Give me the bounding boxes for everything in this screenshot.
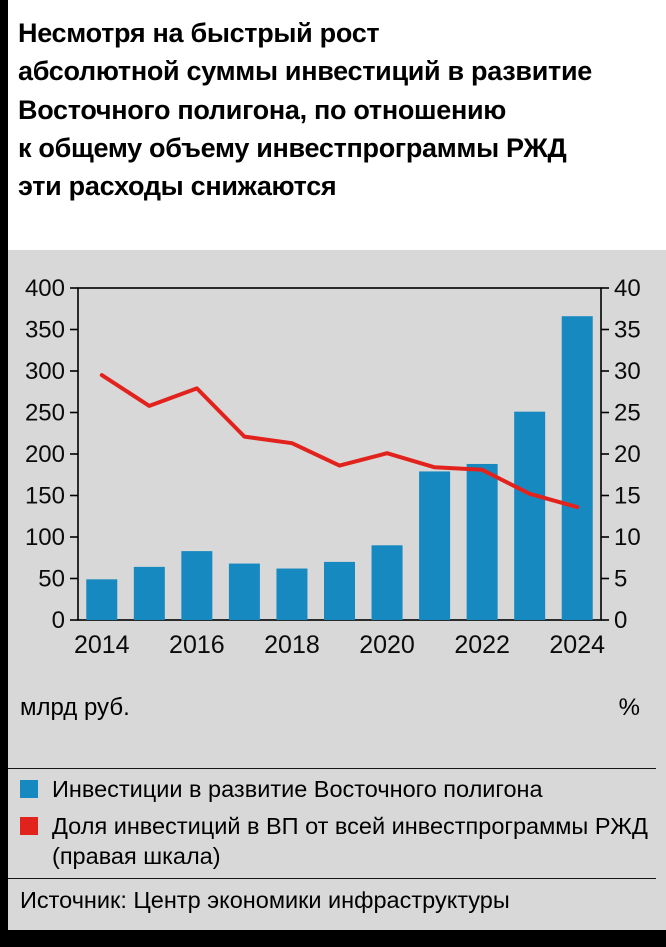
- right-axis-tick-label: 25: [614, 399, 641, 426]
- right-axis-tick-label: 5: [614, 565, 627, 592]
- right-axis-tick-label: 10: [614, 524, 641, 551]
- chart-title: Несмотря на быстрый рост абсолютной сумм…: [18, 18, 592, 202]
- legend: Инвестиции в развитие Восточного полигон…: [8, 769, 666, 879]
- right-axis-tick-label: 0: [614, 607, 627, 634]
- bar-2024: [561, 315, 593, 620]
- x-axis-label-2020: 2020: [359, 631, 415, 659]
- legend-label-share: Доля инвестиций в ВП от всей инвестпрогр…: [52, 813, 648, 870]
- bar-2017: [228, 563, 260, 620]
- bar-2021: [419, 471, 451, 620]
- left-axis-tick-label: 100: [25, 524, 65, 551]
- source-divider: [8, 878, 656, 880]
- share-line: [99, 372, 580, 509]
- headline-block: Несмотря на быстрый рост абсолютной сумм…: [8, 0, 666, 250]
- chart-panel: 0 50 100 150 200 250 300 350 400 0 5 10 15 20 25 30 35 40…: [8, 249, 666, 947]
- x-axis-label-2018: 2018: [264, 631, 320, 659]
- right-axis-tick-label: 30: [614, 358, 641, 385]
- right-axis-tick-label: 40: [614, 275, 641, 302]
- right-axis-tick-label: 35: [614, 316, 641, 343]
- left-axis-tick-label: 150: [25, 482, 65, 509]
- left-axis-tick-label: 250: [25, 399, 65, 426]
- legend-item-share: Доля инвестиций в ВП от всей инвестпрогр…: [20, 812, 654, 872]
- right-axis-unit-label: %: [618, 693, 640, 721]
- bar-series-swatch: [20, 779, 38, 798]
- bar-2018: [276, 568, 308, 620]
- left-axis-tick-label: 0: [52, 607, 65, 634]
- left-edge-bar: [0, 0, 8, 947]
- source-line: Источник: Центр экономики инфраструктуры: [20, 887, 510, 914]
- bar-2020: [371, 544, 403, 620]
- bar-2019: [324, 561, 355, 620]
- left-axis-tick-label: 400: [25, 275, 65, 302]
- content-column: Несмотря на быстрый рост абсолютной сумм…: [8, 0, 666, 947]
- left-axis-tick-label: 200: [25, 441, 65, 468]
- x-axis-label-2022: 2022: [454, 631, 510, 659]
- bar-2022: [466, 463, 498, 620]
- x-axis-label-2024: 2024: [549, 631, 605, 659]
- legend-item-investments: Инвестиции в развитие Восточного полигон…: [20, 775, 654, 805]
- left-axis-unit-label: млрд руб.: [20, 693, 130, 721]
- bar-2014: [86, 578, 118, 620]
- axis-units-row: млрд руб. %: [8, 692, 666, 724]
- left-axis-tick-label: 350: [25, 316, 65, 343]
- right-axis-tick-label: 15: [614, 482, 641, 509]
- legend-label-investments: Инвестиции в развитие Восточного полигон…: [52, 775, 543, 802]
- bar-2023: [514, 411, 546, 620]
- left-axis-tick-label: 300: [25, 358, 65, 385]
- right-axis-tick-label: 20: [614, 441, 641, 468]
- line-series-swatch: [20, 817, 38, 836]
- legend-divider: [8, 767, 656, 769]
- combo-bar-line-chart: 0 50 100 150 200 250 300 350 400 0 5 10 15 20 25 30 35 40…: [25, 275, 641, 659]
- bar-2015: [133, 566, 165, 620]
- bar-2016: [181, 550, 213, 620]
- left-axis-tick-label: 50: [38, 565, 65, 592]
- bottom-edge-bar: [8, 930, 666, 947]
- x-axis-label-2016: 2016: [169, 631, 225, 659]
- x-axis-label-2014: 2014: [74, 631, 130, 659]
